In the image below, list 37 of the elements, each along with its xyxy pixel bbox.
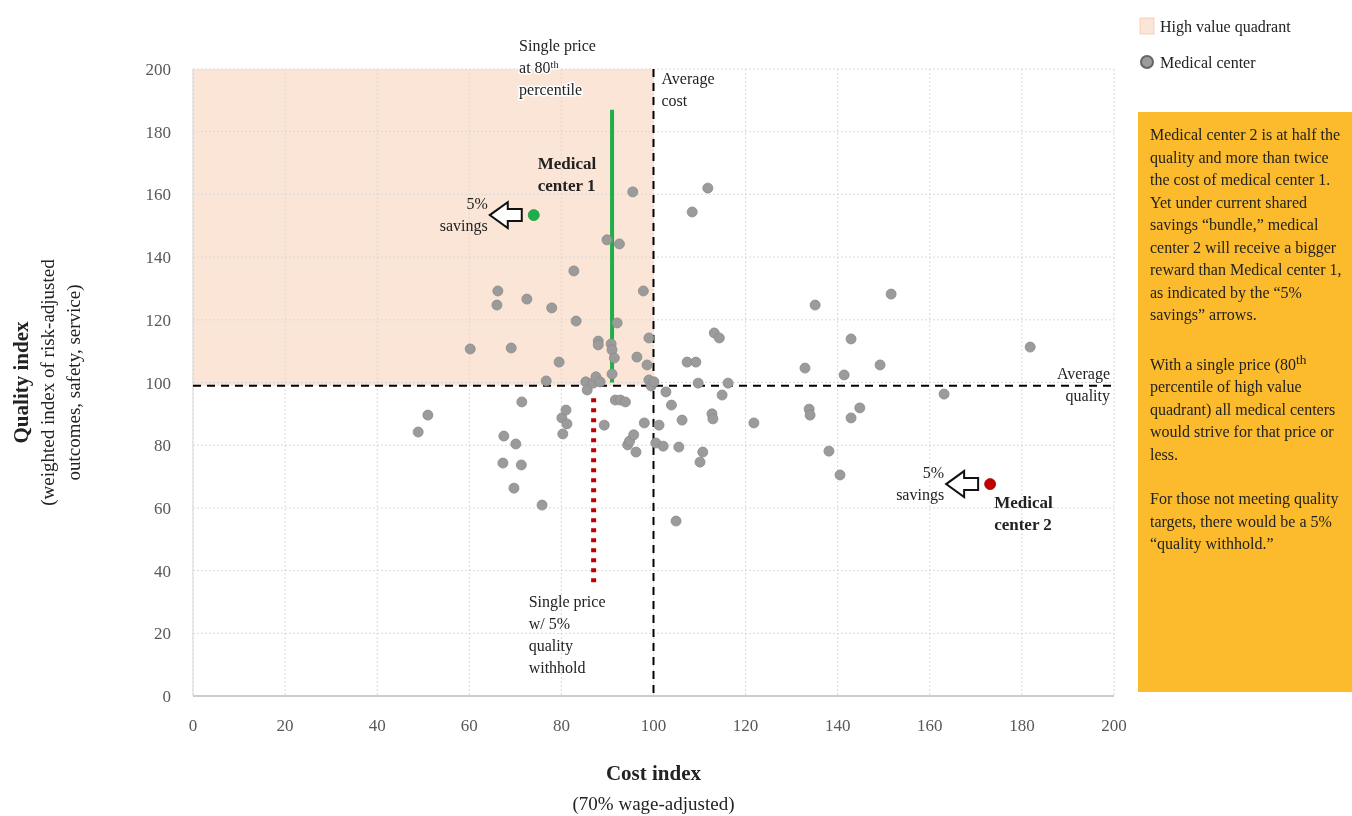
x-tick-label: 120 (732, 716, 759, 735)
x-tick-label: 160 (917, 716, 943, 735)
ref-line-label: Average cost (661, 70, 715, 109)
x-tick-label: 60 (460, 716, 478, 735)
annotation: Single price at 80$^{th}$ percentile (519, 37, 596, 99)
y-tick-label: 140 (145, 248, 171, 268)
ref-line-label: Average quality (1057, 364, 1110, 405)
y-tick-label: 120 (145, 310, 171, 330)
annotation: Single price w/ 5% quality withhold (528, 593, 606, 677)
annotation: 5% savings (439, 195, 488, 236)
text: With a single price (80$^{th}$ percentile of high value quadrant) all medical centers would strive for that price or less. (1150, 350, 1337, 465)
x-tick-label: 140 (824, 716, 851, 735)
legend-label: High value quadrant (1160, 18, 1292, 36)
y-tick-label: 20 (154, 624, 171, 644)
x-tick-label: 180 (1009, 716, 1035, 735)
x-tick-label: 0 (188, 716, 198, 735)
text: Medical center 2 is at half the quality and more than twice the cost of medical center 1. Yet under current shared savings “bundle,” medical center 2 will receive a bigger reward than Medical center 1, as indicated by the “5% savings” arrows. (1150, 126, 1342, 323)
x-tick-label: 200 (1101, 716, 1127, 735)
y-tick-label: 100 (145, 373, 171, 393)
y-tick-label: 200 (145, 60, 171, 79)
series-label: Medical center 2 (994, 493, 1053, 535)
y-tick-label: 0 (162, 687, 171, 706)
y-axis-title: Quality index (weighted index of risk-adjusted outcomes, safety, service) (9, 258, 85, 506)
x-tick-label: 40 (368, 716, 386, 735)
x-tick-label: 20 (276, 716, 294, 735)
y-tick-label: 80 (154, 436, 171, 456)
text: For those not meeting quality targets, there would be a 5% “quality withhold.” (1150, 489, 1340, 555)
x-tick-label: 100 (640, 716, 667, 735)
y-tick-label: 160 (145, 185, 171, 205)
y-tick-label: 180 (145, 122, 171, 142)
x-tick-label: 80 (552, 716, 570, 735)
annotation: 5% savings (896, 464, 945, 505)
y-tick-label: 60 (154, 498, 171, 518)
y-tick-label: 40 (154, 561, 171, 581)
legend-label: Medical center (1160, 54, 1257, 71)
x-axis-title: Cost index (70% wage-adjusted) (572, 761, 735, 815)
series-label: Medical center 1 (537, 154, 597, 196)
